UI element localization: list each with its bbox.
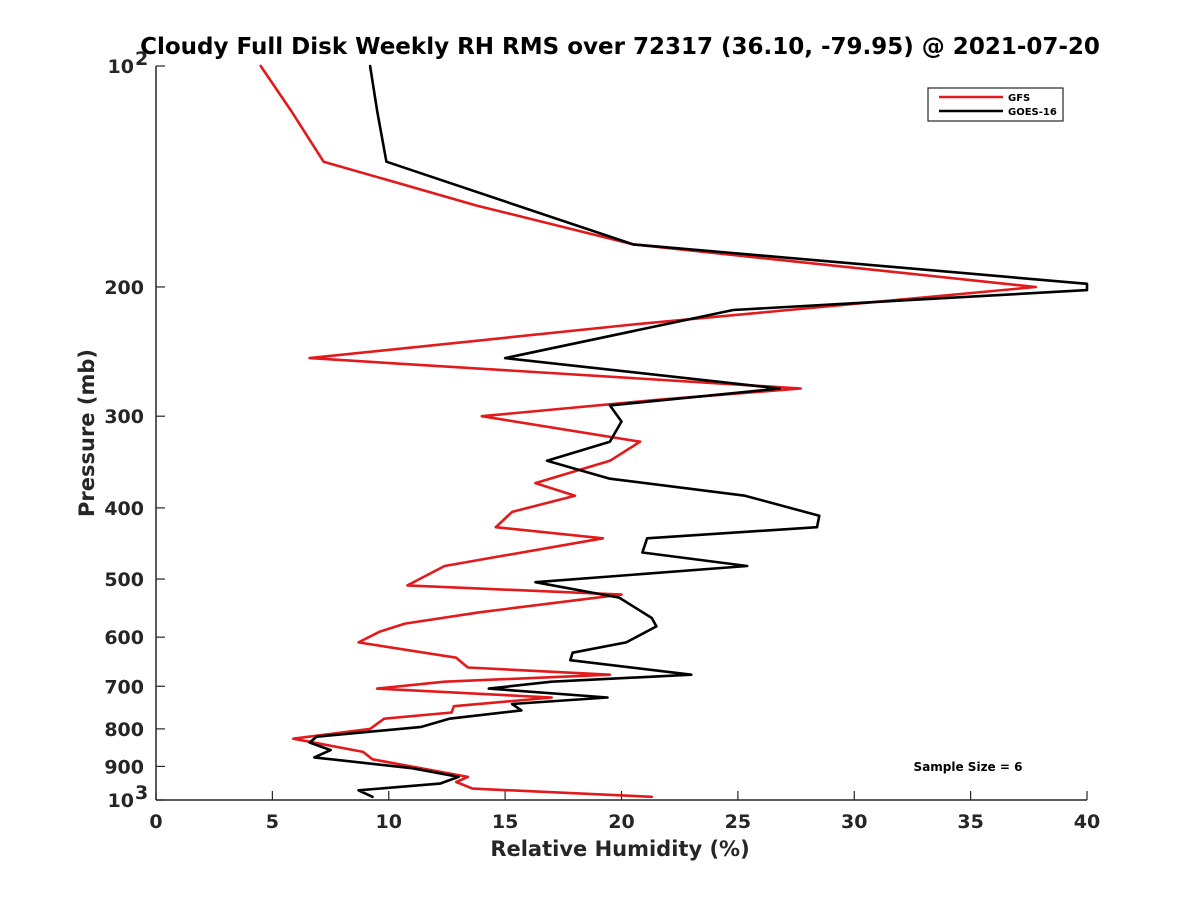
y-tick-label: 800 (104, 719, 144, 741)
legend-box (927, 87, 1064, 122)
x-tick-label: 10 (376, 811, 402, 833)
legend-label: GFS (1008, 93, 1030, 104)
y-tick-label: 200 (104, 277, 144, 299)
x-tick-label: 15 (492, 811, 518, 833)
sample-size-annotation: Sample Size = 6 (914, 760, 1023, 774)
x-ticks: 0 5 10 15 20 25 30 35 40 (149, 791, 1100, 833)
x-tick-label: 40 (1074, 811, 1100, 833)
y-tick-label: 10 (108, 56, 134, 78)
plot-area: 0 5 10 15 20 25 30 35 40 10 220030040050060070080… (104, 48, 1100, 833)
y-tick-exponent: 2 (135, 48, 148, 70)
y-axis-label: Pressure (mb) (75, 349, 99, 517)
x-tick-label: 35 (957, 811, 983, 833)
y-tick-exponent: 3 (135, 782, 148, 804)
y-tick-label: 700 (104, 676, 144, 698)
y-tick-label: 300 (104, 406, 144, 428)
x-tick-label: 5 (266, 811, 279, 833)
y-tick-label: 600 (104, 627, 144, 649)
x-tick-label: 25 (725, 811, 751, 833)
series-line-goes-16 (308, 64, 1089, 799)
legend: GFS GOES-16 (927, 87, 1064, 122)
x-tick-label: 20 (608, 811, 634, 833)
y-tick-label: 500 (104, 569, 144, 591)
series-layer (259, 64, 1089, 799)
legend-items: GFS GOES-16 (939, 93, 1057, 118)
x-tick-label: 0 (149, 811, 162, 833)
y-tick-label: 400 (104, 498, 144, 520)
y-tick-label: 900 (104, 756, 144, 778)
legend-label: GOES-16 (1008, 107, 1057, 118)
x-tick-label: 30 (841, 811, 867, 833)
series-line-gfs (259, 64, 1038, 799)
x-axis-label: Relative Humidity (%) (490, 837, 749, 861)
chart-title: Cloudy Full Disk Weekly RH RMS over 7231… (140, 34, 1100, 60)
y-tick-label: 10 (108, 790, 134, 812)
